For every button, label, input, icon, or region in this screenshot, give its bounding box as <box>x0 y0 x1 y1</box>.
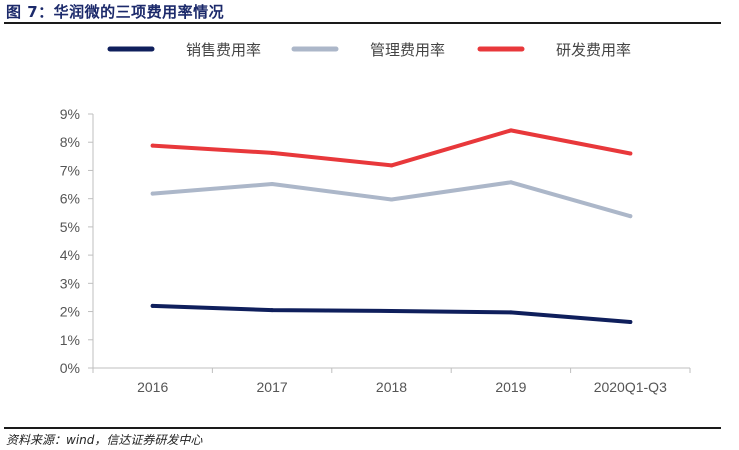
y-tick-label: 5% <box>60 219 80 235</box>
data-point <box>150 191 155 196</box>
series-lines <box>150 128 633 324</box>
y-tick-label: 8% <box>60 134 80 150</box>
data-point <box>270 308 275 313</box>
y-tick-label: 7% <box>60 162 80 178</box>
y-tick-label: 0% <box>60 360 80 376</box>
x-tick-label: 2020Q1-Q3 <box>594 379 667 395</box>
y-tick-label: 3% <box>60 275 80 291</box>
data-point <box>150 303 155 308</box>
data-point <box>628 151 633 156</box>
top-rule <box>4 22 721 24</box>
data-point <box>389 197 394 202</box>
series-line-1 <box>150 303 633 324</box>
y-tick-label: 6% <box>60 191 80 207</box>
data-point <box>508 128 513 133</box>
y-tick-label: 2% <box>60 304 80 320</box>
axes: 0% 1% 2% 3% 4% 5% 6% 7% 8% 9% 2016 2017 2018 2019 2020… <box>60 106 691 395</box>
x-tick-label: 2017 <box>257 379 288 395</box>
data-point <box>389 163 394 168</box>
data-point <box>389 308 394 313</box>
x-tick-label: 2018 <box>376 379 407 395</box>
series-line-3 <box>150 128 633 168</box>
data-point <box>150 143 155 148</box>
legend: 销售费用率 管理费用率 研发费用率 <box>107 41 631 59</box>
figure-title: 图 7：华润微的三项费用率情况 <box>6 3 225 21</box>
data-point <box>628 319 633 324</box>
source-note: 资料来源：wind，信达证券研发中心 <box>6 433 203 447</box>
data-point <box>508 310 513 315</box>
y-tick-label: 1% <box>60 332 80 348</box>
legend-label: 销售费用率 <box>186 41 261 59</box>
y-tick-label: 4% <box>60 247 80 263</box>
y-tick-label: 9% <box>60 106 80 122</box>
data-point <box>270 181 275 186</box>
x-tick-label: 2019 <box>495 379 526 395</box>
legend-label: 管理费用率 <box>370 41 445 59</box>
bottom-rule <box>4 427 721 429</box>
data-point <box>270 150 275 155</box>
data-point <box>628 214 633 219</box>
legend-label: 研发费用率 <box>556 41 631 59</box>
data-point <box>508 180 513 185</box>
line-chart: 销售费用率 管理费用率 研发费用率 0% 1% 2% 3% 4% 5% 6% 7% 8% 9% 2016… <box>60 41 691 395</box>
x-tick-label: 2016 <box>137 379 168 395</box>
